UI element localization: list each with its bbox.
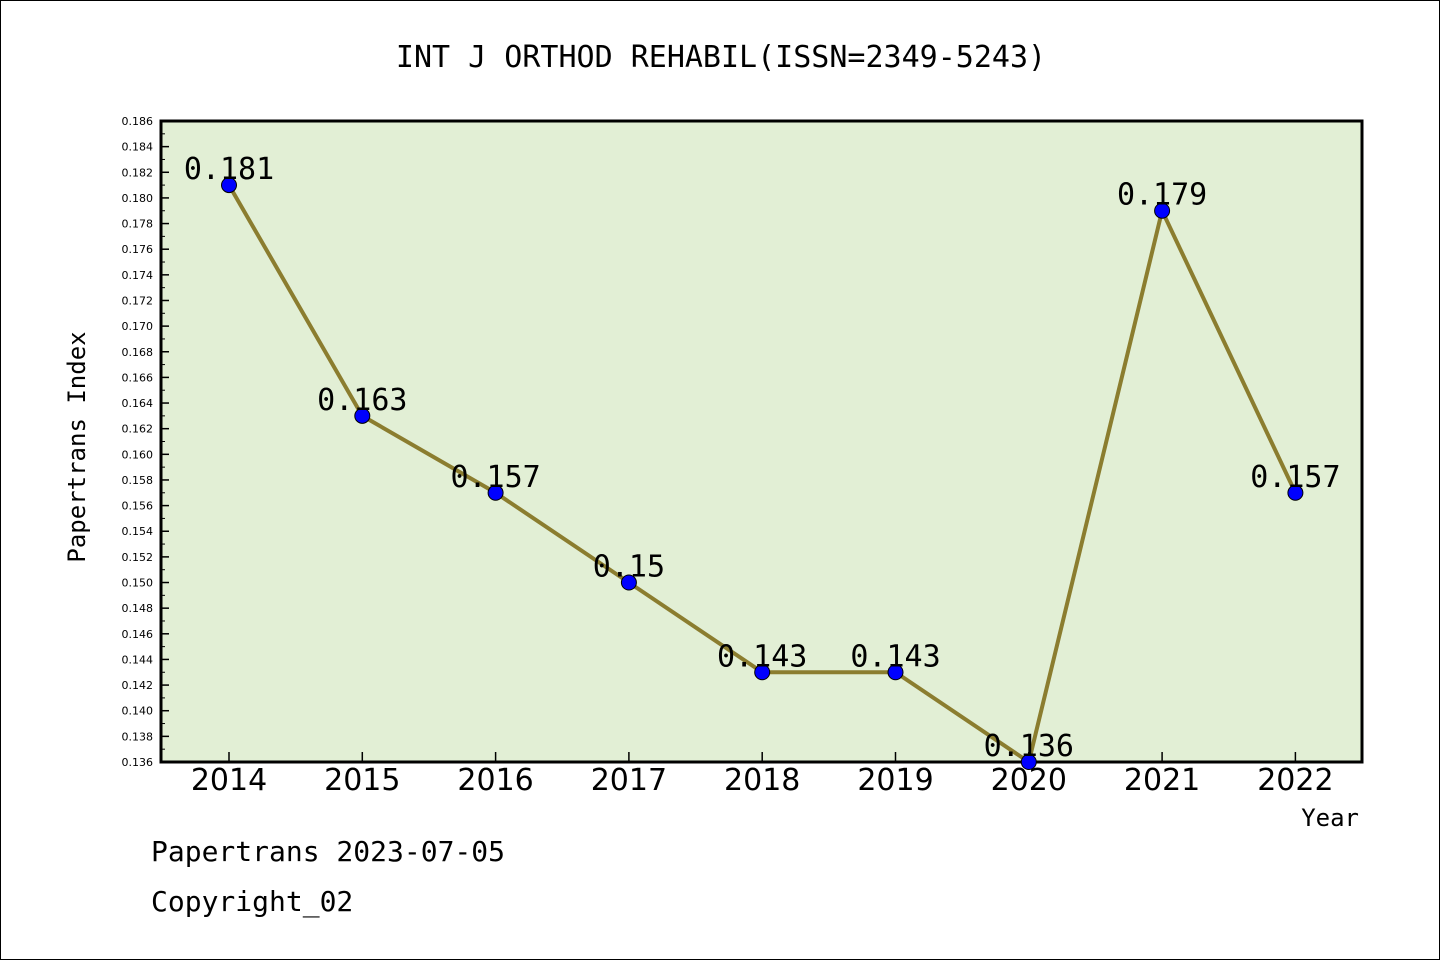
data-point xyxy=(487,484,504,501)
y-tick-label: 0.146 xyxy=(122,628,154,641)
data-points xyxy=(221,177,1304,770)
y-tick-label: 0.180 xyxy=(122,192,154,205)
data-label: 0.157 xyxy=(1250,460,1340,495)
y-tick-label: 0.182 xyxy=(122,166,154,179)
y-tick-label: 0.172 xyxy=(122,294,154,307)
x-tick-label: 2021 xyxy=(1124,763,1200,798)
y-tick-label: 0.186 xyxy=(122,115,154,128)
y-tick-label: 0.152 xyxy=(122,551,154,564)
data-point xyxy=(1020,754,1037,770)
data-point xyxy=(754,664,771,681)
data-point xyxy=(354,407,371,424)
data-label: 0.157 xyxy=(450,460,540,495)
data-label: 0.15 xyxy=(593,550,665,585)
y-tick-label: 0.176 xyxy=(122,243,154,256)
x-tick-label: 2016 xyxy=(457,763,533,798)
x-tick-label: 2015 xyxy=(324,763,400,798)
y-tick-label: 0.136 xyxy=(122,756,154,769)
y-tick-label: 0.142 xyxy=(122,679,154,692)
y-tick-label: 0.154 xyxy=(122,525,154,538)
y-tick-label: 0.162 xyxy=(122,423,154,436)
footer-date: Papertrans 2023-07-05 xyxy=(151,835,506,868)
data-label: 0.179 xyxy=(1117,178,1207,213)
data-point xyxy=(620,574,637,591)
y-tick-label: 0.166 xyxy=(122,371,154,384)
y-tick-label: 0.148 xyxy=(122,602,154,615)
data-labels: 0.181 0.163 0.157 0.15 0.143 0.143 0.136 0.179 0… xyxy=(184,152,1341,764)
x-axis: 2014 2015 2016 2017 2018 2019 2020 2021 2022 xyxy=(191,752,1334,798)
x-tick-label: 2014 xyxy=(191,763,267,798)
y-tick-label: 0.168 xyxy=(122,346,154,359)
x-tick-label: 2022 xyxy=(1257,763,1333,798)
x-tick-label: 2019 xyxy=(857,763,933,798)
x-tick-label: 2017 xyxy=(591,763,667,798)
y-tick-label: 0.140 xyxy=(122,705,154,718)
y-tick-label: 0.184 xyxy=(122,141,154,154)
y-axis: 0.136 0.138 0.140 0.142 0.144 0.146 0.148 0.150… xyxy=(122,115,169,769)
y-tick-label: 0.150 xyxy=(122,577,154,590)
data-point xyxy=(887,664,904,681)
data-label: 0.143 xyxy=(717,639,807,674)
y-tick-label: 0.160 xyxy=(122,448,154,461)
data-label: 0.181 xyxy=(184,152,274,187)
y-tick-label: 0.156 xyxy=(122,500,154,513)
y-tick-label: 0.164 xyxy=(122,397,154,410)
data-point xyxy=(1287,484,1304,501)
y-tick-label: 0.138 xyxy=(122,730,154,743)
y-tick-label: 0.178 xyxy=(122,218,154,231)
plot-area xyxy=(159,119,1364,764)
data-label: 0.143 xyxy=(850,639,940,674)
chart-title: INT J ORTHOD REHABIL(ISSN=2349-5243) xyxy=(396,40,1046,75)
data-point xyxy=(1154,202,1171,219)
y-axis-label: Papertrans Index xyxy=(63,331,91,562)
x-axis-label: Year xyxy=(1301,804,1359,832)
data-label: 0.136 xyxy=(984,729,1074,764)
data-point xyxy=(221,177,237,194)
y-tick-label: 0.170 xyxy=(122,320,154,333)
y-tick-label: 0.174 xyxy=(122,269,154,282)
x-tick-label: 2018 xyxy=(724,763,800,798)
y-tick-label: 0.144 xyxy=(122,653,154,666)
data-label: 0.163 xyxy=(317,383,407,418)
y-tick-label: 0.158 xyxy=(122,474,154,487)
footer-copyright: Copyright_02 xyxy=(151,885,354,918)
